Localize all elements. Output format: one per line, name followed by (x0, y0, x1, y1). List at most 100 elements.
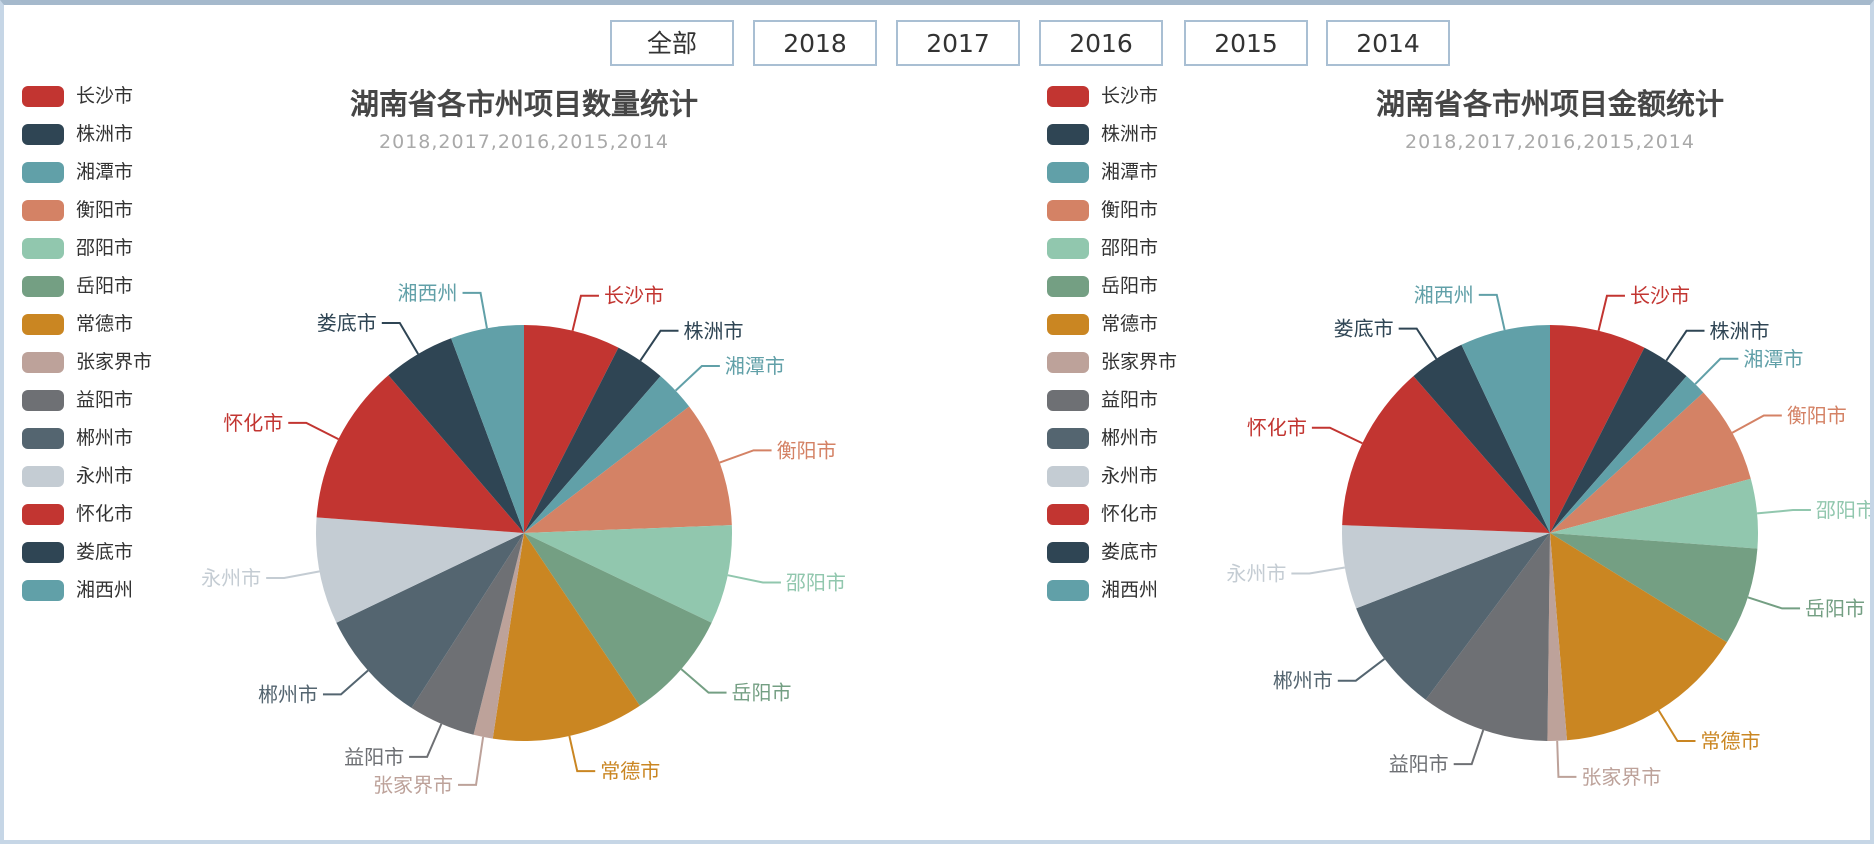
filter-button-2015[interactable]: 2015 (1184, 20, 1308, 66)
legend-item-永州市[interactable]: 永州市 (22, 466, 133, 487)
legend-label: 张家界市 (76, 351, 153, 373)
pie-label-湘西州: 湘西州 (1414, 283, 1474, 307)
pie-slice-株洲市[interactable] (1550, 347, 1687, 533)
pie-slice-株洲市[interactable] (524, 347, 661, 533)
pie-slice-岳阳市[interactable] (1550, 533, 1758, 643)
pie-label-line (1453, 729, 1485, 766)
legend-swatch (1047, 238, 1089, 259)
filter-button-2014[interactable]: 2014 (1326, 20, 1450, 66)
pie-slice-湘潭市[interactable] (524, 376, 690, 533)
legend-label: 湘西州 (1101, 579, 1159, 601)
legend-item-邵阳市[interactable]: 邵阳市 (1047, 238, 1158, 259)
legend-item-郴州市[interactable]: 郴州市 (1047, 428, 1158, 449)
pie-slice-永州市[interactable] (1342, 525, 1550, 609)
filter-button-2017[interactable]: 2017 (896, 20, 1020, 66)
filter-button-2018[interactable]: 2018 (753, 20, 877, 66)
pie-slice-湘西州[interactable] (451, 325, 524, 533)
pie-label-株洲市: 株洲市 (1710, 319, 1770, 343)
pie-slice-怀化市[interactable] (316, 375, 524, 533)
legend-item-常德市[interactable]: 常德市 (22, 314, 133, 335)
legend-item-娄底市[interactable]: 娄底市 (1047, 542, 1158, 563)
pie-slice-益阳市[interactable] (411, 533, 524, 735)
legend-swatch (1047, 580, 1089, 601)
legend-label: 娄底市 (1101, 541, 1159, 563)
legend-item-常德市[interactable]: 常德市 (1047, 314, 1158, 335)
legend-item-衡阳市[interactable]: 衡阳市 (1047, 200, 1158, 221)
pie-label-line (1337, 658, 1386, 682)
legend-swatch (22, 276, 64, 297)
legend-item-张家界市[interactable]: 张家界市 (1047, 352, 1177, 373)
legend-item-株洲市[interactable]: 株洲市 (1047, 124, 1158, 145)
pie-slice-益阳市[interactable] (1425, 533, 1550, 741)
pie-label-永州市: 永州市 (201, 566, 261, 590)
legend-swatch (22, 238, 64, 259)
legend-item-娄底市[interactable]: 娄底市 (22, 542, 133, 563)
pie-label-株洲市: 株洲市 (684, 319, 744, 343)
pie-slice-郴州市[interactable] (1356, 533, 1550, 700)
legend-item-邵阳市[interactable]: 邵阳市 (22, 238, 133, 259)
legend-item-岳阳市[interactable]: 岳阳市 (1047, 276, 1158, 297)
legend-item-湘西州[interactable]: 湘西州 (1047, 580, 1158, 601)
pie-slice-永州市[interactable] (315, 517, 524, 623)
legend-item-益阳市[interactable]: 益阳市 (22, 390, 133, 411)
legend-label: 常德市 (76, 313, 134, 335)
legend-item-湘潭市[interactable]: 湘潭市 (1047, 162, 1158, 183)
pie-label-line (1311, 426, 1363, 445)
legend-item-长沙市[interactable]: 长沙市 (22, 86, 133, 107)
legend-swatch (22, 86, 64, 107)
pie-label-line (462, 291, 488, 329)
pie-label-line (1665, 329, 1705, 362)
legend-label: 湘潭市 (76, 161, 134, 183)
legend-swatch (1047, 276, 1089, 297)
pie-slice-张家界市[interactable] (1547, 533, 1567, 741)
pie-label-湘西州: 湘西州 (398, 281, 458, 305)
pie-slice-长沙市[interactable] (524, 325, 619, 533)
legend-label: 益阳市 (1101, 389, 1159, 411)
pie-slice-张家界市[interactable] (473, 533, 524, 739)
pie-slice-衡阳市[interactable] (524, 406, 732, 533)
pie-slice-邵阳市[interactable] (1550, 478, 1759, 549)
filter-button-all[interactable]: 全部 (610, 20, 734, 66)
legend-label: 常德市 (1101, 313, 1159, 335)
pie-label-湘潭市: 湘潭市 (1743, 347, 1803, 371)
legend-swatch (1047, 466, 1089, 487)
pie-slice-岳阳市[interactable] (524, 533, 712, 706)
pie-slice-常德市[interactable] (492, 533, 640, 741)
legend-item-湘潭市[interactable]: 湘潭市 (22, 162, 133, 183)
pie-label-line (568, 735, 596, 773)
legend-item-株洲市[interactable]: 株洲市 (22, 124, 133, 145)
legend-item-湘西州[interactable]: 湘西州 (22, 580, 133, 601)
legend-item-长沙市[interactable]: 长沙市 (1047, 86, 1158, 107)
pie-slice-湘潭市[interactable] (1550, 376, 1704, 533)
legend-label: 张家界市 (1101, 351, 1178, 373)
legend-item-永州市[interactable]: 永州市 (1047, 466, 1158, 487)
legend-item-怀化市[interactable]: 怀化市 (22, 504, 133, 525)
pie-slice-湘西州[interactable] (1461, 325, 1550, 533)
pie-slice-郴州市[interactable] (336, 533, 524, 708)
pie-slice-衡阳市[interactable] (1550, 392, 1751, 533)
legend-label: 长沙市 (76, 85, 134, 107)
legend-item-衡阳市[interactable]: 衡阳市 (22, 200, 133, 221)
pie-label-张家界市: 张家界市 (373, 773, 453, 797)
pie-slice-娄底市[interactable] (388, 338, 524, 533)
legend-item-怀化市[interactable]: 怀化市 (1047, 504, 1158, 525)
legend-label: 长沙市 (1101, 85, 1159, 107)
pie-slice-长沙市[interactable] (1550, 325, 1645, 533)
legend-item-张家界市[interactable]: 张家界市 (22, 352, 152, 373)
legend-label: 岳阳市 (76, 275, 134, 297)
legend-label: 怀化市 (76, 503, 134, 525)
pie-slice-娄底市[interactable] (1413, 344, 1550, 533)
pie-label-娄底市: 娄底市 (1334, 317, 1394, 341)
legend-item-益阳市[interactable]: 益阳市 (1047, 390, 1158, 411)
pie-label-line (680, 668, 727, 694)
legend-item-郴州市[interactable]: 郴州市 (22, 428, 133, 449)
pie-label-line (674, 364, 720, 392)
pie-slice-怀化市[interactable] (1342, 376, 1550, 533)
legend-label: 邵阳市 (1101, 237, 1159, 259)
legend-item-岳阳市[interactable]: 岳阳市 (22, 276, 133, 297)
legend-swatch (22, 200, 64, 221)
filter-button-2016[interactable]: 2016 (1039, 20, 1163, 66)
pie-slice-邵阳市[interactable] (524, 525, 732, 623)
pie-slice-常德市[interactable] (1550, 533, 1728, 741)
